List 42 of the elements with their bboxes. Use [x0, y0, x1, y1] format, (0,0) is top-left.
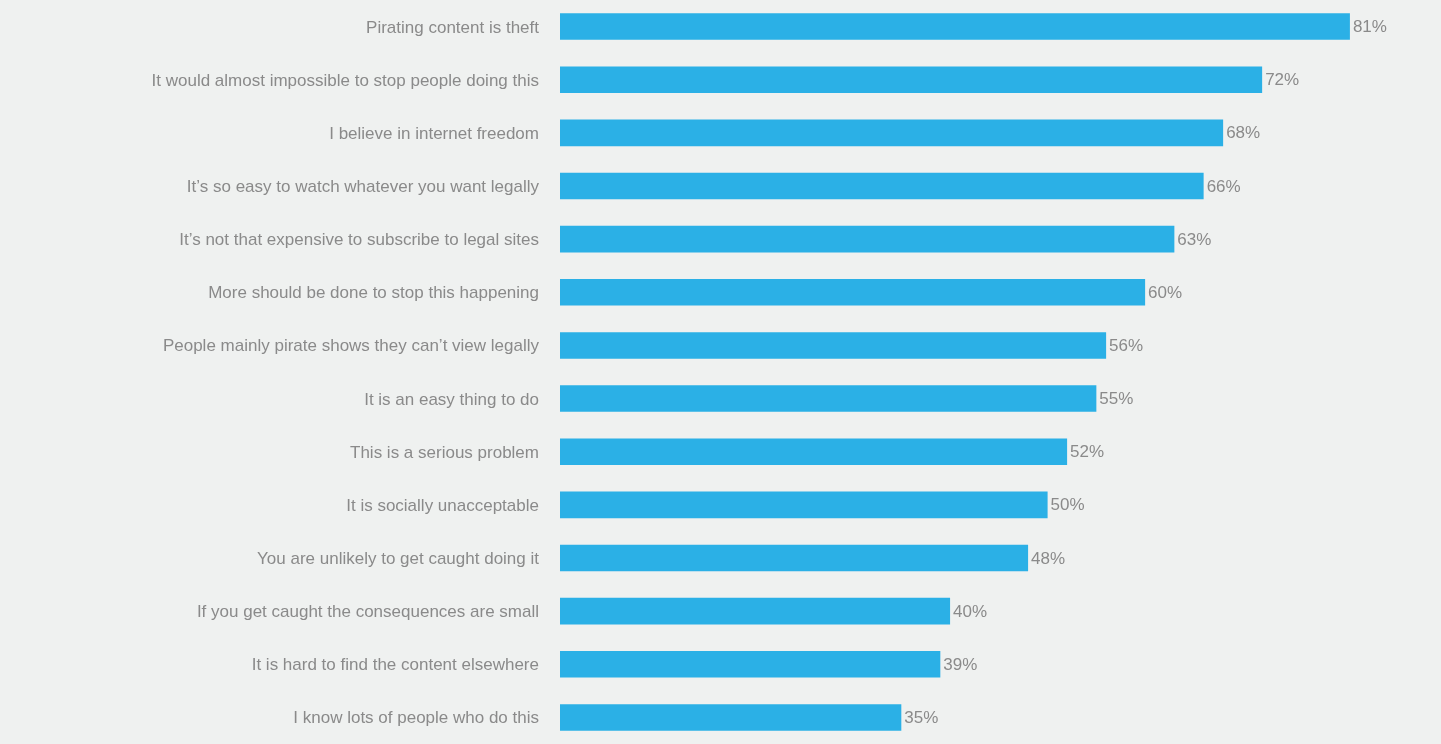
- y-tick-label: It is socially unacceptable: [346, 495, 539, 515]
- y-tick-label: This is a serious problem: [350, 442, 539, 462]
- bar: [560, 438, 1068, 465]
- data-label: 81%: [1352, 17, 1387, 37]
- y-tick-label: It would almost impossible to stop people doing this: [151, 70, 539, 90]
- data-label: 39%: [943, 654, 978, 674]
- y-tick-label: Pirating content is theft: [366, 17, 540, 37]
- y-tick-label: It’s not that expensive to subscribe to legal sites: [179, 230, 539, 250]
- data-label: 60%: [1148, 282, 1183, 302]
- bar: [560, 119, 1224, 147]
- data-label: 66%: [1206, 176, 1241, 196]
- bar: [560, 279, 1146, 306]
- bar: [560, 544, 1029, 572]
- bar: [560, 491, 1048, 519]
- y-tick-label: I believe in internet freedom: [329, 123, 539, 143]
- data-label: 72%: [1265, 70, 1300, 90]
- data-label: 52%: [1070, 442, 1105, 462]
- data-label: 63%: [1177, 229, 1212, 249]
- data-label: 68%: [1226, 123, 1261, 143]
- y-tick-label: It is an easy thing to do: [364, 389, 539, 409]
- data-label: 40%: [953, 601, 988, 621]
- data-label: 55%: [1099, 389, 1134, 409]
- y-tick-label: It is hard to find the content elsewhere: [251, 655, 539, 675]
- y-tick-label: More should be done to stop this happening: [208, 283, 539, 303]
- bar: [560, 66, 1263, 93]
- y-tick-label: People mainly pirate shows they can’t view legally: [162, 336, 540, 356]
- y-tick-label: If you get caught the consequences are small: [196, 602, 539, 622]
- y-tick-label: I know lots of people who do this: [293, 708, 539, 728]
- data-label: 50%: [1050, 495, 1085, 515]
- bar: [560, 651, 941, 678]
- y-tick-label: You are unlikely to get caught doing it: [257, 548, 540, 568]
- data-label: 35%: [904, 707, 939, 727]
- data-label: 48%: [1031, 548, 1066, 568]
- y-tick-label: It’s so easy to watch whatever you want legally: [186, 176, 540, 196]
- bar: [560, 597, 951, 625]
- bar: [560, 332, 1107, 359]
- bar: [560, 13, 1350, 40]
- bar: [560, 385, 1097, 412]
- bar: [560, 172, 1204, 200]
- bar: [560, 704, 902, 731]
- data-label: 56%: [1109, 335, 1144, 355]
- bar: [560, 225, 1175, 253]
